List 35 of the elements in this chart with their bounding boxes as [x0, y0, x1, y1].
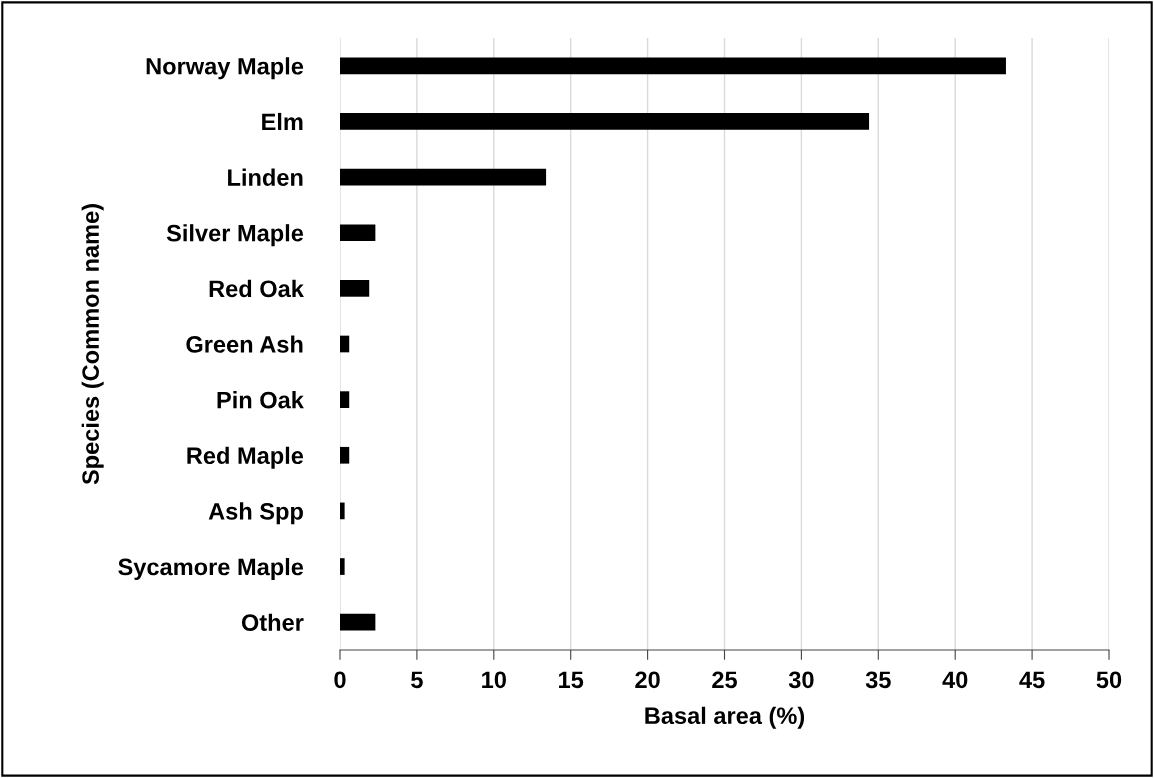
bar: [340, 168, 547, 186]
x-tick-label: 20: [635, 671, 660, 689]
y-tick-label: Sycamore Maple: [118, 557, 304, 580]
x-tick-label: 5: [411, 671, 423, 689]
x-tick-label: 50: [1096, 671, 1122, 689]
y-tick-label: Green Ash: [186, 335, 303, 353]
y-tick-label: Silver Maple: [166, 224, 304, 247]
x-tick-label: 45: [1019, 671, 1045, 689]
x-tick-label: 35: [865, 671, 891, 689]
x-tick-label: 25: [712, 671, 737, 689]
bar: [340, 502, 345, 520]
y-tick-label: Norway Maple: [146, 57, 304, 80]
y-tick-label: Red Oak: [209, 279, 304, 298]
bar: [340, 446, 350, 464]
bar: [340, 613, 376, 631]
bar: [340, 224, 376, 242]
y-tick-label: Red Maple: [187, 446, 304, 469]
bar: [340, 280, 370, 297]
x-tick-label: 15: [559, 671, 584, 689]
bar: [340, 335, 350, 353]
x-axis-title: Basal area (%): [645, 706, 805, 729]
y-tick-label: Pin Oak: [217, 391, 304, 409]
y-tick-label: Elm: [262, 112, 303, 131]
x-tick-label: 40: [942, 671, 968, 689]
bar: [340, 558, 345, 575]
x-tick-label: 10: [482, 671, 506, 689]
bar: [340, 391, 350, 408]
y-tick-label: Ash Spp: [208, 502, 303, 525]
x-tick-label: 30: [788, 671, 814, 689]
x-tick-label: 0: [334, 671, 346, 689]
bar: [340, 113, 870, 130]
y-tick-label: Other: [241, 613, 304, 631]
y-axis-title: Species (Common name): [81, 204, 104, 485]
bar: [340, 57, 1006, 75]
y-tick-label: Linden: [228, 168, 303, 186]
